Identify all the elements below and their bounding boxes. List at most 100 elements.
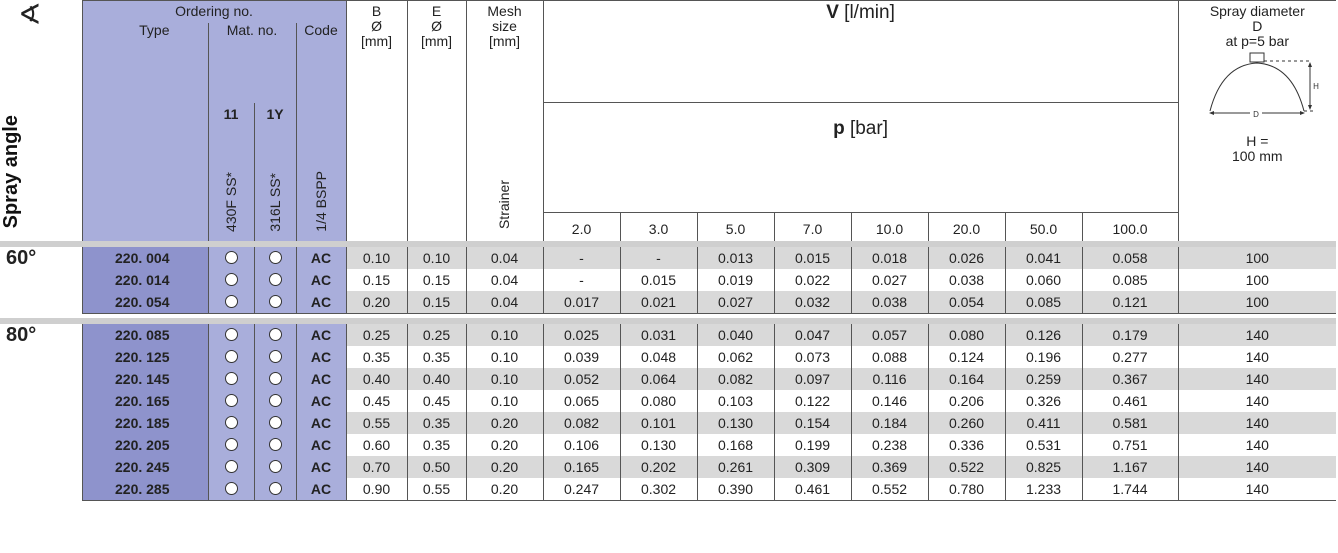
mat-1y-option xyxy=(253,290,297,314)
flow-value: 1.744 xyxy=(1081,477,1179,501)
flow-value: 0.531 xyxy=(1004,433,1083,456)
pressure-values-row: 2.0 3.0 5.0 7.0 10.0 20.0 50.0 100.0 xyxy=(0,212,1336,241)
e-value: 0.35 xyxy=(406,345,467,368)
table-row: 220. 145 AC 0.40 0.40 0.10 0.052 0.064 0.082 0.0… xyxy=(0,367,1337,390)
mat-11-option xyxy=(207,323,255,346)
flow-value: 1.167 xyxy=(1081,455,1179,478)
flow-value: 0.038 xyxy=(850,290,929,314)
code-value: AC xyxy=(295,455,347,478)
flow-value: 0.015 xyxy=(773,246,852,269)
spray-angle-value: 80° xyxy=(0,323,83,500)
mat-1y-option xyxy=(253,455,297,478)
type-number: 220. 285 xyxy=(81,477,209,501)
flow-value: 0.101 xyxy=(619,411,698,434)
b-value: 0.40 xyxy=(345,367,408,390)
pressure-value: 100.0 xyxy=(1081,212,1179,241)
flow-value: 0.052 xyxy=(542,367,621,390)
spray-diameter-value: 140 xyxy=(1177,345,1337,368)
table-row: 220. 185 AC 0.55 0.35 0.20 0.082 0.101 0.130 0.1… xyxy=(0,411,1337,434)
table-row: 220. 245 AC 0.70 0.50 0.20 0.165 0.202 0.261 0.3… xyxy=(0,455,1337,478)
table-row: 80° 220. 085 AC 0.25 0.25 0.10 0.025 0.031 0.040… xyxy=(0,323,1337,500)
spray-diameter-value: 140 xyxy=(1177,389,1337,412)
pressure-value: 20.0 xyxy=(927,212,1006,241)
mat-1y-option xyxy=(253,389,297,412)
flow-value: 0.116 xyxy=(850,367,929,390)
mat-11-code: 11 xyxy=(223,105,239,122)
flow-value: 0.238 xyxy=(850,433,929,456)
flow-value: 0.019 xyxy=(696,268,775,291)
type-number: 220. 085 xyxy=(81,323,209,346)
pressure-value: 50.0 xyxy=(1004,212,1083,241)
spray-diameter-header: Spray diameter D at p=5 bar D H H = 10 xyxy=(1177,0,1337,241)
circle-icon xyxy=(268,372,282,386)
table-row: 220. 165 AC 0.45 0.45 0.10 0.065 0.080 0.103 0.1… xyxy=(0,389,1337,412)
e-value: 0.35 xyxy=(406,433,467,456)
flow-value: 0.124 xyxy=(927,345,1006,368)
mesh-value: 0.10 xyxy=(465,367,544,390)
flow-header: V [l/min] xyxy=(542,0,1179,103)
flow-value: 0.080 xyxy=(619,389,698,412)
flow-value: 0.146 xyxy=(850,389,929,412)
circle-icon xyxy=(268,350,282,364)
flow-value: 0.054 xyxy=(927,290,1006,314)
spray-diameter-value: 140 xyxy=(1177,411,1337,434)
mesh-value: 0.10 xyxy=(465,323,544,346)
mesh-header: Mesh size [mm] Strainer xyxy=(465,0,544,241)
flow-value: 0.260 xyxy=(927,411,1006,434)
mat-11-option xyxy=(207,367,255,390)
flow-value: 0.326 xyxy=(1004,389,1083,412)
flow-value: 0.021 xyxy=(619,290,698,314)
b-value: 0.35 xyxy=(345,345,408,368)
flow-value: 0.247 xyxy=(542,477,621,501)
table-row: 220. 285 AC 0.90 0.55 0.20 0.247 0.302 0.390 0.4… xyxy=(0,477,1337,501)
flow-value: 0.073 xyxy=(773,345,852,368)
flow-value: - xyxy=(542,268,621,291)
circle-icon xyxy=(224,372,238,386)
b-value: 0.10 xyxy=(345,246,408,269)
flow-value: 0.047 xyxy=(773,323,852,346)
flow-value: 0.261 xyxy=(696,455,775,478)
spray-diameter-label: Spray diameter xyxy=(1209,3,1305,19)
flow-value: 0.032 xyxy=(773,290,852,314)
flow-value: 0.085 xyxy=(1004,290,1083,314)
code-type-header: 1/4 BSPP xyxy=(295,102,347,241)
code-name: 1/4 BSPP xyxy=(312,170,329,232)
circle-icon xyxy=(268,295,282,309)
type-number: 220. 185 xyxy=(81,411,209,434)
circle-icon xyxy=(224,328,238,342)
mat-11-option xyxy=(207,433,255,456)
pressure-value: 3.0 xyxy=(619,212,698,241)
flow-value: 0.367 xyxy=(1081,367,1179,390)
mat-11-option xyxy=(207,389,255,412)
code-value: AC xyxy=(295,345,347,368)
code-value: AC xyxy=(295,246,347,269)
mat-1y-option xyxy=(253,477,297,501)
h-equals: H = xyxy=(1246,133,1269,149)
e-header: E Ø [mm] xyxy=(406,0,467,241)
b-unit: [mm] xyxy=(360,33,393,49)
flow-value: 0.196 xyxy=(1004,345,1083,368)
flow-value: 0.039 xyxy=(542,345,621,368)
mat-11-name: 430F SS* xyxy=(222,171,239,232)
type-number: 220. 125 xyxy=(81,345,209,368)
table-row: 220. 054 AC 0.20 0.15 0.04 0.017 0.021 0.027 0.0… xyxy=(0,290,1337,314)
flow-value: 0.121 xyxy=(1081,290,1179,314)
flow-value: 0.780 xyxy=(927,477,1006,501)
flow-value: 0.309 xyxy=(773,455,852,478)
mesh-value: 0.04 xyxy=(465,246,544,269)
mesh-value: 0.20 xyxy=(465,477,544,501)
flow-value: 0.184 xyxy=(850,411,929,434)
mat-11-option xyxy=(207,345,255,368)
flow-value: 0.041 xyxy=(1004,246,1083,269)
flow-value: 0.179 xyxy=(1081,323,1179,346)
flow-value: 0.040 xyxy=(696,323,775,346)
spray-diameter-pressure: at p=5 bar xyxy=(1225,33,1289,49)
flow-value: 0.031 xyxy=(619,323,698,346)
flow-value: 0.369 xyxy=(850,455,929,478)
flow-value: 0.751 xyxy=(1081,433,1179,456)
code-value: AC xyxy=(295,411,347,434)
circle-icon xyxy=(224,394,238,408)
e-value: 0.25 xyxy=(406,323,467,346)
table-row: 220. 125 AC 0.35 0.35 0.10 0.039 0.048 0.062 0.0… xyxy=(0,345,1337,368)
spray-diameter-value: 140 xyxy=(1177,323,1337,346)
